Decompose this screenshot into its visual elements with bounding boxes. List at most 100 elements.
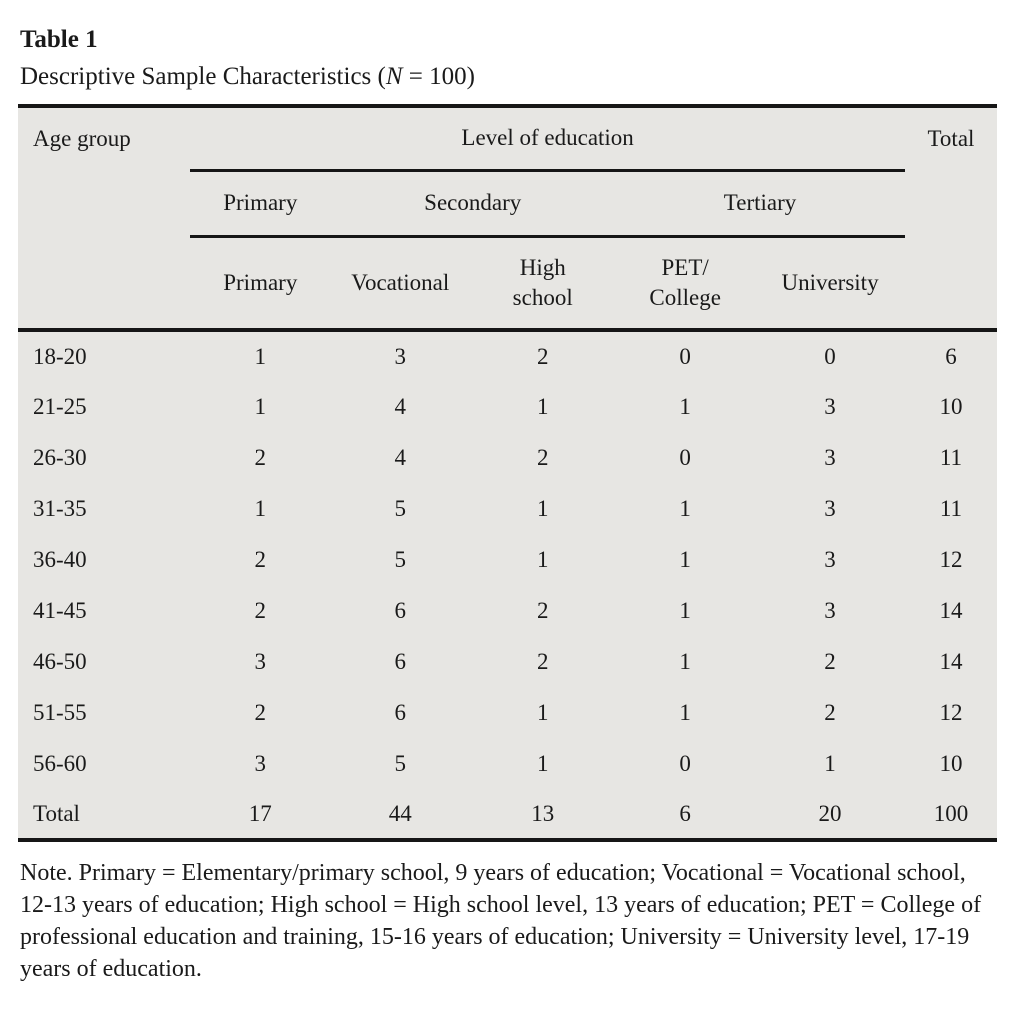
high-school-count: 1: [536, 699, 549, 725]
grand-total: 100: [933, 800, 969, 826]
caption-text: Descriptive Sample Characteristics (: [20, 62, 386, 90]
university-count: 3: [824, 597, 836, 623]
primary-count: 3: [254, 648, 267, 674]
caption-n-symbol: N: [385, 62, 403, 90]
age-group-cell: 56-60: [33, 750, 87, 776]
university-count: 3: [824, 444, 836, 470]
university-count: 0: [824, 343, 836, 369]
university-count: 3: [824, 546, 836, 572]
age-group-cell: 18-20: [33, 343, 87, 369]
age-group-cell: 51-55: [33, 699, 87, 725]
table-row: 56-60 3 5 1 0 1 10: [18, 738, 997, 789]
table-row: 41-45 2 6 2 1 3 14: [18, 585, 997, 636]
age-group-header: Age group: [18, 106, 191, 332]
header-row-spanner: Age group Level of education Total: [18, 106, 997, 332]
primary-count: 1: [254, 393, 267, 419]
level-secondary-header: Secondary: [330, 170, 616, 238]
primary-count: 2: [254, 444, 267, 470]
table-row: 36-40 2 5 1 1 3 12: [18, 534, 997, 585]
header-row-columns: Primary Vocational High school PET/ Coll…: [18, 236, 997, 332]
vocational-count: 3: [394, 343, 407, 369]
pet-college-count: 1: [679, 495, 691, 521]
table-row: 21-25 1 4 1 1 3 10: [18, 381, 997, 432]
university-count: 2: [824, 648, 836, 674]
education-spanner-header: Level of education: [190, 106, 905, 172]
table-row: 26-30 2 4 2 0 3 11: [18, 432, 997, 483]
pet-college-count: 1: [679, 546, 691, 572]
pet-college-total: 6: [679, 800, 691, 826]
primary-count: 3: [254, 750, 267, 776]
primary-count: 2: [254, 597, 267, 623]
high-school-count: 2: [536, 648, 549, 674]
table-row: 31-35 1 5 1 1 3 11: [18, 483, 997, 534]
column-pet-college-header: PET/ College: [615, 236, 756, 332]
vocational-count: 6: [394, 648, 407, 674]
row-total: 14: [939, 597, 963, 623]
vocational-count: 4: [394, 444, 407, 470]
caption-suffix: = 100): [402, 62, 475, 90]
university-count: 3: [824, 495, 836, 521]
row-total: 11: [939, 495, 963, 521]
table-row: 51-55 2 6 1 1 2 12: [18, 687, 997, 738]
pet-college-count: 1: [679, 699, 691, 725]
vocational-count: 6: [394, 597, 407, 623]
table-note: Note. Primary = Elementary/primary schoo…: [20, 860, 982, 982]
pet-college-count: 1: [679, 597, 691, 623]
high-school-count: 1: [536, 750, 549, 776]
level-primary-header: Primary: [190, 170, 331, 238]
university-count: 1: [824, 750, 836, 776]
university-count: 2: [824, 699, 836, 725]
row-total: 6: [945, 343, 957, 369]
age-group-cell: 26-30: [33, 444, 87, 470]
total-column-header: Total: [904, 106, 997, 332]
total-row-label: Total: [33, 800, 80, 826]
pet-college-count: 0: [679, 343, 691, 369]
pet-college-count: 0: [679, 750, 691, 776]
primary-total: 17: [248, 800, 272, 826]
level-tertiary-header: Tertiary: [615, 170, 905, 238]
row-total: 11: [939, 444, 963, 470]
table-row: 18-20 1 3 2 0 0 6: [18, 330, 997, 381]
high-school-total: 13: [531, 800, 555, 826]
table-caption: Descriptive Sample Characteristics (N = …: [18, 63, 997, 91]
age-group-cell: 36-40: [33, 546, 87, 572]
row-total: 10: [939, 750, 963, 776]
primary-count: 2: [254, 699, 267, 725]
row-total: 12: [939, 699, 963, 725]
high-school-count: 2: [536, 343, 549, 369]
column-vocational-header: Vocational: [330, 236, 471, 332]
primary-count: 1: [254, 343, 267, 369]
total-row: Total 17 44 13 6 20 100: [18, 789, 997, 840]
high-school-count: 1: [536, 495, 549, 521]
row-total: 12: [939, 546, 963, 572]
header-row-levels: Primary Secondary Tertiary: [18, 170, 997, 238]
primary-count: 2: [254, 546, 267, 572]
vocational-count: 5: [394, 495, 407, 521]
university-count: 3: [824, 393, 836, 419]
high-school-count: 1: [536, 393, 549, 419]
university-total: 20: [818, 800, 842, 826]
row-total: 10: [939, 393, 963, 419]
vocational-count: 6: [394, 699, 407, 725]
table-number-label: Table 1: [20, 26, 98, 53]
table-row: 46-50 3 6 2 1 2 14: [18, 636, 997, 687]
sample-characteristics-table: Age group Level of education Total Prima…: [18, 104, 997, 842]
pet-college-count: 1: [679, 648, 691, 674]
age-group-cell: 31-35: [33, 495, 87, 521]
vocational-count: 5: [394, 546, 407, 572]
age-group-cell: 46-50: [33, 648, 87, 674]
high-school-count: 2: [536, 444, 549, 470]
high-school-count: 1: [536, 546, 549, 572]
vocational-count: 5: [394, 750, 407, 776]
column-high-school-header: High school: [470, 236, 616, 332]
age-group-cell: 41-45: [33, 597, 87, 623]
vocational-total: 44: [388, 800, 412, 826]
age-group-cell: 21-25: [33, 393, 87, 419]
vocational-count: 4: [394, 393, 407, 419]
column-university-header: University: [755, 236, 905, 332]
row-total: 14: [939, 648, 963, 674]
pet-college-count: 0: [679, 444, 691, 470]
high-school-count: 2: [536, 597, 549, 623]
pet-college-count: 1: [679, 393, 691, 419]
